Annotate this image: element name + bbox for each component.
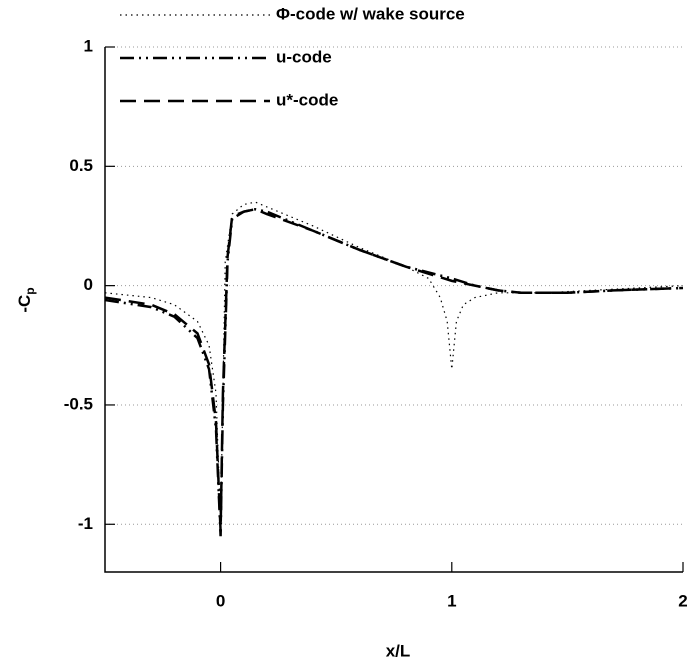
axes — [104, 47, 683, 573]
x-tick-label: 0 — [216, 591, 225, 610]
series-line — [104, 207, 684, 537]
x-tick-label: 1 — [447, 591, 456, 610]
x-tick-label: 2 — [678, 591, 687, 610]
y-tick-label: 0.5 — [69, 156, 93, 175]
series-line — [104, 201, 684, 525]
y-axis-label: -Cp — [15, 287, 37, 312]
legend-label: Φ-code w/ wake source — [276, 4, 465, 23]
series-line — [104, 207, 684, 532]
y-tick-label: 1 — [84, 36, 93, 55]
legend-label: u-code — [276, 47, 332, 66]
y-label-main: -C — [15, 295, 34, 313]
legend-label: u*-code — [276, 90, 338, 109]
y-tick-label: -0.5 — [64, 394, 93, 413]
y-label-sub: p — [23, 287, 37, 294]
y-tick-label: 0 — [84, 275, 93, 294]
y-tick-label: -1 — [78, 514, 93, 533]
x-axis-label: x/L — [386, 641, 411, 660]
